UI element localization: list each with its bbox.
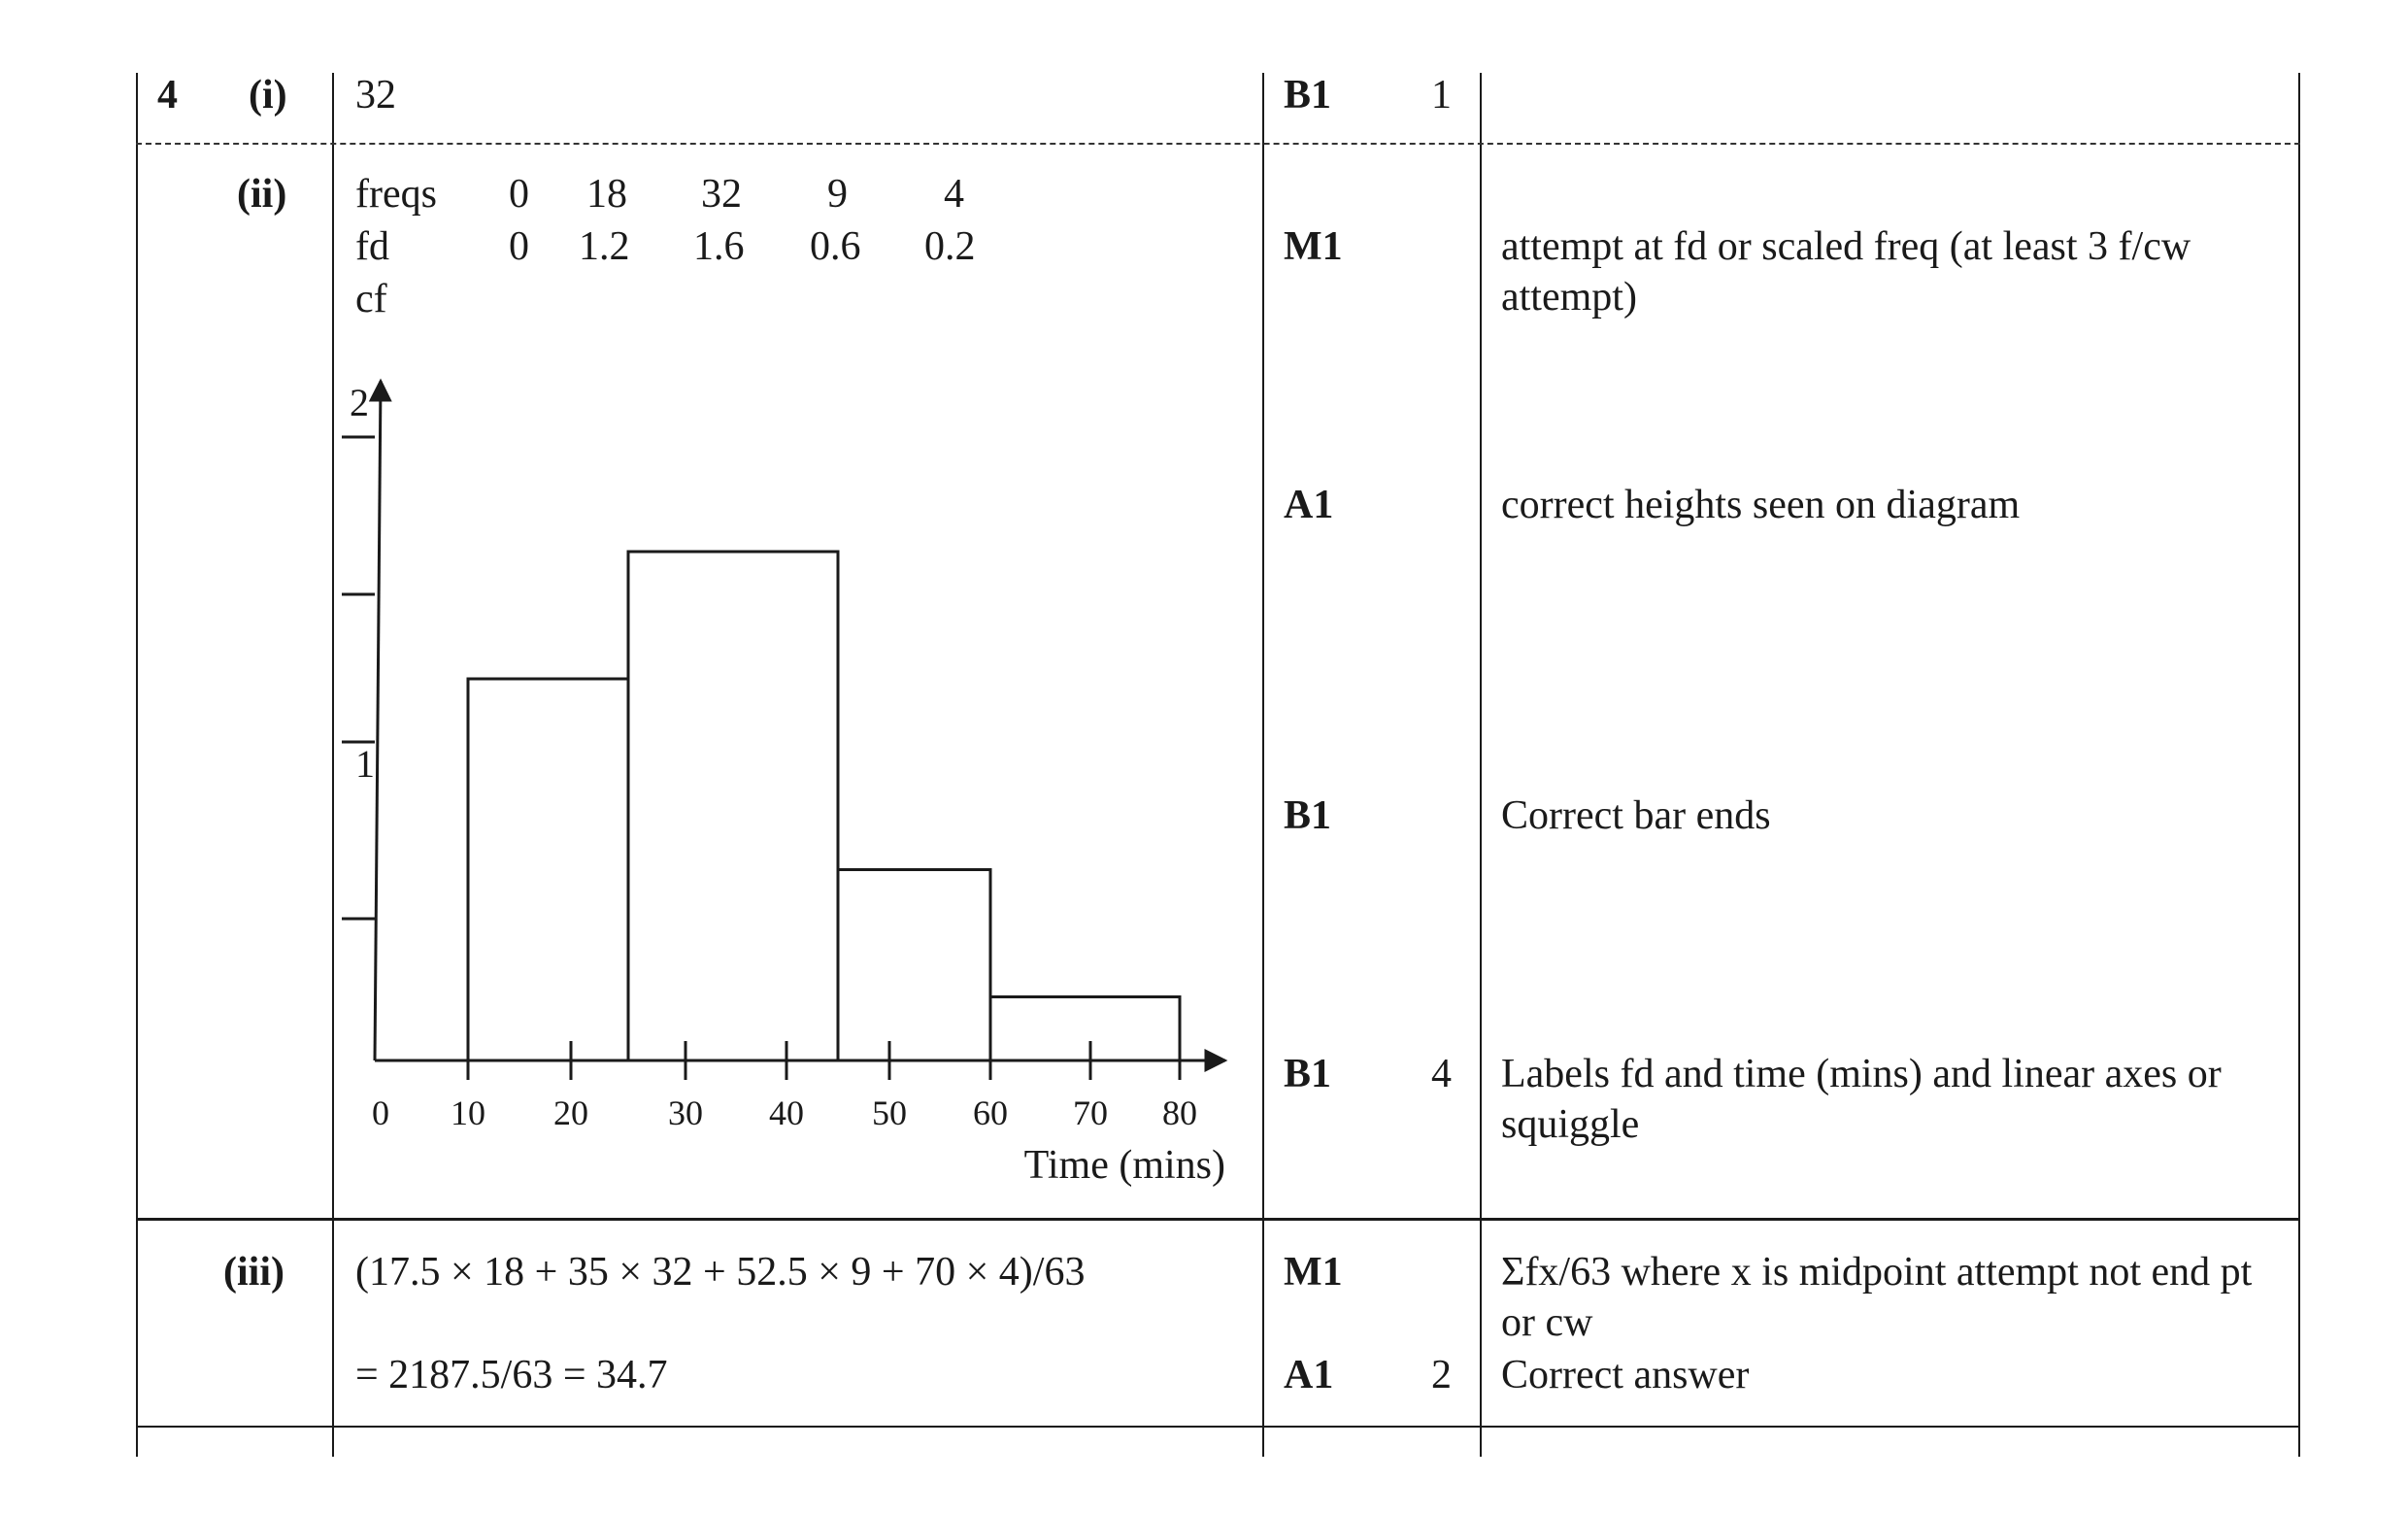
comment-ii-1: attempt at fd or scaled freq (at least 3… bbox=[1501, 224, 2191, 320]
cf-label: cf bbox=[355, 277, 387, 321]
comment-ii-3: Correct bar ends bbox=[1501, 793, 1771, 838]
freqs-value: 0 bbox=[509, 172, 529, 217]
x-tick-label: 30 bbox=[668, 1093, 703, 1132]
comment-ii-4: Labels fd and time (mins) and linear axe… bbox=[1501, 1052, 2222, 1147]
total-ii: 4 bbox=[1431, 1052, 1452, 1096]
working-line-1: (17.5 × 18 + 35 × 32 + 52.5 × 9 + 70 × 4… bbox=[355, 1250, 1086, 1295]
question-number: 4 bbox=[157, 73, 178, 118]
total-iii: 2 bbox=[1431, 1353, 1452, 1397]
mark-iii-1: M1 bbox=[1284, 1250, 1343, 1295]
fd-label: fd bbox=[355, 224, 389, 269]
x-tick-label: 20 bbox=[553, 1093, 588, 1132]
histogram-bar bbox=[836, 868, 992, 1060]
table-divider-answer bbox=[1262, 73, 1264, 1457]
histogram-bar bbox=[626, 550, 840, 1060]
freqs-value: 32 bbox=[701, 172, 742, 217]
table-border-left bbox=[136, 73, 138, 1457]
mark-ii-1: M1 bbox=[1284, 224, 1343, 269]
mark-ii-2: A1 bbox=[1284, 483, 1334, 527]
row-divider-dashed bbox=[136, 143, 2300, 145]
x-axis-label: Time (mins) bbox=[1024, 1143, 1225, 1188]
x-tick-label: 40 bbox=[769, 1093, 804, 1132]
freqs-value: 18 bbox=[586, 172, 627, 217]
mark-ii-3: B1 bbox=[1284, 793, 1332, 838]
table-divider-part bbox=[332, 73, 334, 1457]
row-divider-bottom bbox=[136, 1426, 2300, 1428]
fd-value: 0.2 bbox=[924, 224, 976, 269]
x-tick-label: 60 bbox=[973, 1093, 1008, 1132]
y-tick-label: 1 bbox=[355, 742, 375, 786]
histogram-bar bbox=[466, 677, 630, 1060]
freqs-value: 9 bbox=[827, 172, 848, 217]
histogram-bar bbox=[988, 995, 1182, 1060]
y-tick-label: 2 bbox=[350, 381, 369, 424]
part-label-iii: (iii) bbox=[223, 1250, 284, 1295]
x-tick-label: 10 bbox=[451, 1093, 485, 1132]
fd-value: 1.6 bbox=[693, 224, 745, 269]
table-divider-mark bbox=[1480, 73, 1482, 1457]
fd-value: 0 bbox=[509, 224, 529, 269]
table-border-right bbox=[2298, 73, 2300, 1457]
answer-i: 32 bbox=[355, 73, 396, 118]
x-tick-label: 0 bbox=[372, 1093, 389, 1132]
mark-iii-2: A1 bbox=[1284, 1353, 1334, 1397]
row-divider-solid bbox=[136, 1218, 2300, 1221]
comment-iii-2: Correct answer bbox=[1501, 1353, 1750, 1397]
freqs-label: freqs bbox=[355, 172, 437, 217]
part-label-i: (i) bbox=[249, 73, 287, 118]
comment-ii-2: correct heights seen on diagram bbox=[1501, 483, 2021, 527]
fd-value: 1.2 bbox=[579, 224, 630, 269]
mark-i: B1 bbox=[1284, 73, 1332, 118]
freqs-value: 4 bbox=[944, 172, 964, 217]
total-i: 1 bbox=[1431, 73, 1452, 118]
x-tick-label: 70 bbox=[1073, 1093, 1108, 1132]
working-line-2: = 2187.5/63 = 34.7 bbox=[355, 1353, 668, 1397]
fd-value: 0.6 bbox=[810, 224, 861, 269]
x-tick-label: 50 bbox=[872, 1093, 907, 1132]
comment-iii-1: Σfx/63 where x is midpoint attempt not e… bbox=[1501, 1250, 2253, 1345]
y-axis bbox=[368, 378, 392, 1061]
mark-ii-4: B1 bbox=[1284, 1052, 1332, 1096]
x-tick-label: 80 bbox=[1162, 1093, 1197, 1132]
part-label-ii: (ii) bbox=[237, 172, 287, 217]
